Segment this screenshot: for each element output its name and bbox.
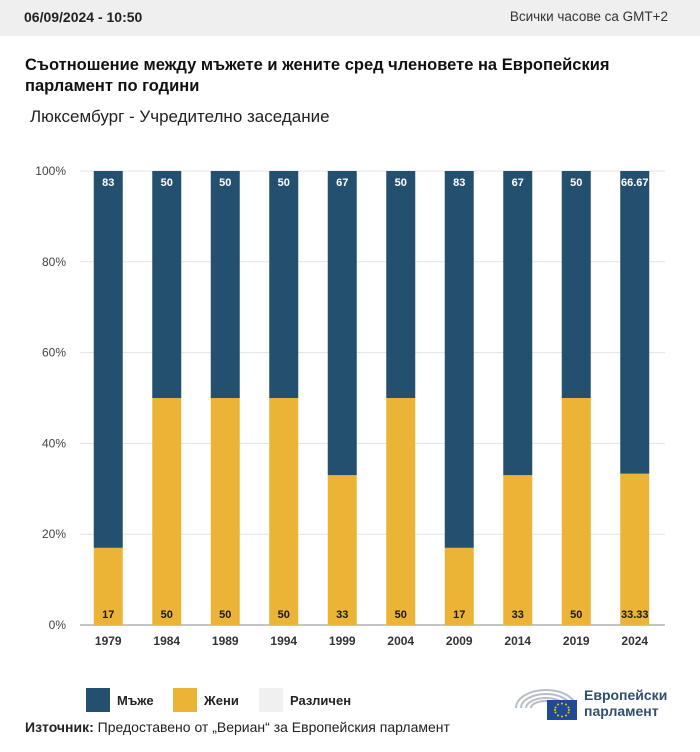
stacked-bar-chart: 0% 20% 40% 60% 80% 100% 83 17 1979 50 50 1984 50 50 19… (35, 164, 665, 648)
y-tick-label: 40% (42, 436, 66, 450)
data-label-women: 50 (278, 609, 290, 621)
x-tick-label: 2009 (446, 634, 473, 648)
x-tick-label: 1979 (95, 634, 122, 648)
legend-swatch-men (86, 688, 110, 712)
legend-label-other: Различен (290, 693, 352, 708)
source-note: Източник: Предоставено от „Вериан“ за Ев… (25, 719, 450, 735)
bar-men (269, 171, 299, 398)
legend-label-women: Жени (204, 693, 239, 708)
bar-men (210, 171, 240, 398)
data-label-women: 50 (395, 609, 407, 621)
bar-men (620, 171, 650, 474)
bar-men (152, 171, 182, 398)
y-tick-label: 100% (35, 164, 66, 178)
logo-line-2: парламент (584, 703, 659, 719)
x-tick-label: 1984 (153, 634, 180, 648)
x-tick-label: 2019 (563, 634, 590, 648)
bar-women (561, 398, 591, 625)
parliament-hemicycle-icon (515, 689, 577, 720)
x-tick-label: 1999 (329, 634, 356, 648)
bar-women (327, 475, 357, 625)
data-label-men: 83 (102, 177, 114, 189)
chart-subtitle: Люксембург - Учредително заседание (30, 107, 330, 126)
bar-women (210, 398, 240, 625)
bar-women (620, 473, 650, 625)
legend-swatch-women (173, 688, 197, 712)
x-tick-label: 1989 (212, 634, 239, 648)
data-label-men: 67 (512, 177, 524, 189)
data-label-women: 17 (453, 609, 465, 621)
data-label-men: 83 (453, 177, 465, 189)
data-label-men: 50 (395, 177, 407, 189)
x-tick-label: 2024 (621, 634, 648, 648)
data-label-men: 50 (219, 177, 231, 189)
x-tick-label: 1994 (270, 634, 297, 648)
x-tick-label: 2004 (387, 634, 414, 648)
data-label-men: 50 (570, 177, 582, 189)
bar-women (386, 398, 416, 625)
bar-women (503, 475, 533, 625)
bar-men (93, 171, 123, 548)
source-label: Източник: (25, 719, 94, 735)
timezone-note: Всички часове са GMT+2 (509, 9, 668, 24)
legend-label-men: Мъже (117, 693, 154, 708)
x-tick-label: 2014 (504, 634, 531, 648)
data-label-men: 50 (161, 177, 173, 189)
data-label-women: 50 (570, 609, 582, 621)
bar-women (269, 398, 299, 625)
bar-men (327, 171, 357, 476)
timestamp: 06/09/2024 - 10:50 (24, 9, 143, 25)
data-label-men: 66.67 (621, 177, 649, 189)
legend-swatch-other (259, 688, 283, 712)
y-tick-label: 0% (49, 618, 67, 632)
bar-women (93, 547, 123, 625)
bar-men (561, 171, 591, 398)
top-bar: 06/09/2024 - 10:50 Всички часове са GMT+… (0, 0, 700, 36)
bar-women (152, 398, 182, 625)
data-label-men: 67 (336, 177, 348, 189)
bar-men (386, 171, 416, 398)
logo-line-1: Европейски (584, 687, 668, 703)
chart-title: Съотношение между мъжете и жените сред ч… (25, 56, 610, 95)
data-label-women: 33.33 (621, 609, 649, 621)
y-tick-label: 60% (42, 346, 66, 360)
data-label-women: 33 (512, 609, 524, 621)
bar-men (503, 171, 533, 476)
source-text: Предоставено от „Вериан“ за Европейския … (93, 719, 450, 735)
y-tick-label: 80% (42, 255, 66, 269)
data-label-women: 50 (219, 609, 231, 621)
european-parliament-logo: Европейски парламент (513, 682, 683, 722)
data-label-women: 17 (102, 609, 114, 621)
y-tick-label: 20% (42, 527, 66, 541)
data-label-men: 50 (278, 177, 290, 189)
bar-men (444, 171, 474, 548)
data-label-women: 50 (161, 609, 173, 621)
data-label-women: 33 (336, 609, 348, 621)
bar-women (444, 547, 474, 625)
